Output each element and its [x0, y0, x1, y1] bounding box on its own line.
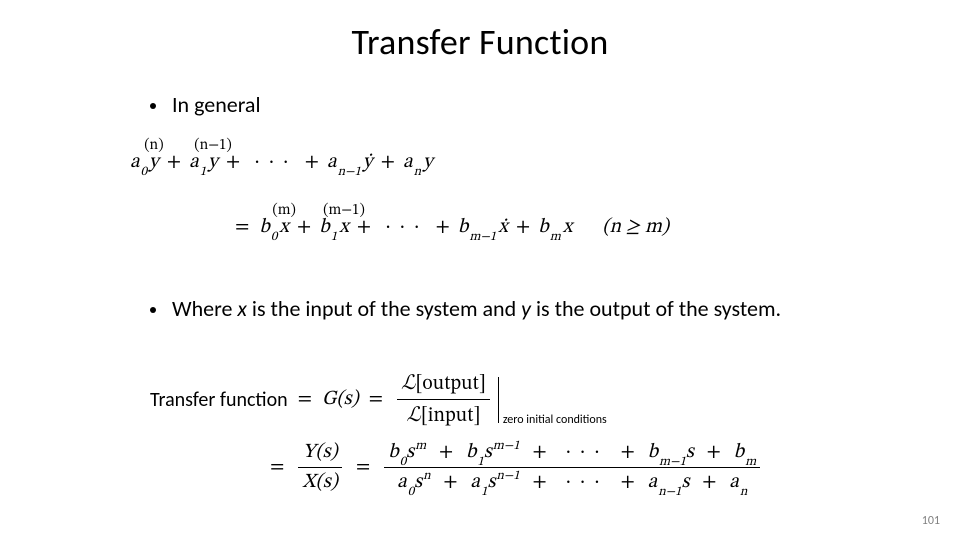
bullet-where: Where x is the input of the system and y… [150, 294, 830, 324]
bullet-text: In general [172, 90, 261, 120]
bullet-dot-icon [150, 307, 156, 313]
slide: Transfer Function In general a0 y(n) + a… [0, 0, 960, 540]
ode-lhs: a0 y(n) + a1 y(n−1) + · · · + an−1 ẏ + a… [130, 150, 830, 175]
ode-rhs: = b0 x(m) + b1 x(m−1) + · · · + bm−1 ẋ +… [225, 215, 860, 240]
page-number: 101 [922, 514, 940, 528]
bullet-dot-icon [150, 103, 156, 109]
bullet-in-general: In general [150, 90, 261, 120]
poly-ratio: b0sm + b1sm−1 + · · · + bm−1s + bm a0sn … [384, 440, 760, 495]
slide-title: Transfer Function [0, 20, 960, 64]
order-condition: (n ≥ m) [602, 215, 669, 240]
transfer-function-poly: = Y(s) X(s) = b0sm + b1sm−1 + · · · + bm… [260, 440, 900, 495]
zero-initial-conditions: zero initial conditions [503, 413, 607, 427]
tf-label: Transfer function [150, 388, 288, 412]
laplace-ratio: ℒ[output] ℒ[input] [397, 370, 490, 429]
evaluated-at-bar-icon: zero initial conditions [498, 377, 499, 423]
bullet-text: Where x is the input of the system and y… [172, 294, 781, 324]
ys-over-xs: Y(s) X(s) [298, 440, 341, 495]
transfer-function-definition: Transfer function = G(s) = ℒ[output] ℒ[i… [150, 370, 900, 429]
